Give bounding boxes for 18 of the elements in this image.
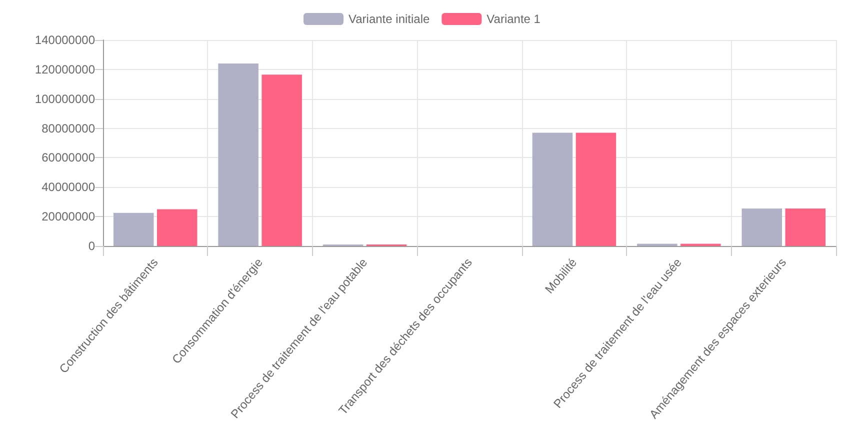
y-tick-label: 0	[88, 239, 96, 253]
bar	[218, 64, 258, 246]
y-tick-label: 60000000	[42, 150, 96, 165]
y-tick-label: 100000000	[34, 92, 96, 106]
y-tick-label: 120000000	[34, 62, 96, 76]
bar	[113, 212, 154, 246]
y-tick-label: 20000000	[42, 210, 96, 224]
bar	[156, 209, 198, 246]
bar	[532, 132, 573, 246]
bar	[785, 208, 826, 246]
legend-label: Variante 1	[486, 12, 541, 26]
y-tick-label: 40000000	[42, 180, 96, 194]
bar	[576, 132, 616, 246]
legend-label: Variante initiale	[348, 12, 430, 26]
y-tick-label: 80000000	[42, 121, 96, 136]
bar	[262, 74, 302, 246]
bar	[742, 208, 782, 246]
y-tick-label: 140000000	[34, 33, 96, 47]
